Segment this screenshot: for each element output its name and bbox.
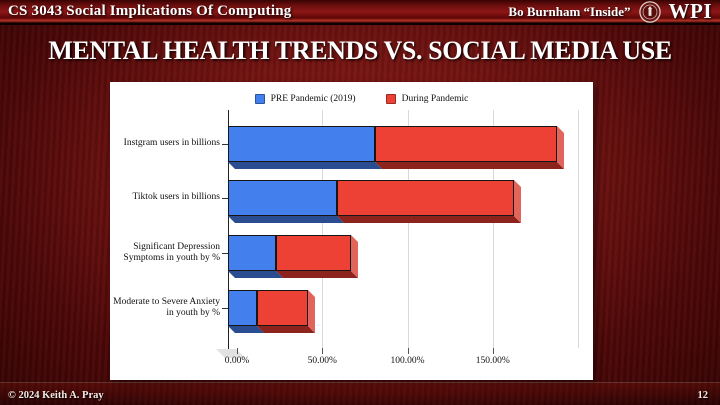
header-bar: CS 3043 Social Implications Of Computing… — [0, 0, 720, 25]
chart-panel: PRE Pandemic (2019) During Pandemic 0.00… — [110, 82, 593, 380]
slide-title: MENTAL HEALTH TRENDS VS. SOCIAL MEDIA US… — [48, 36, 672, 65]
bar-3d-side-during — [308, 290, 316, 333]
bar-segment-during-pandemic — [275, 235, 351, 271]
legend-swatch-red — [385, 94, 396, 104]
gridline — [492, 110, 494, 348]
y-axis-tick — [222, 198, 228, 199]
bar-segment-during-pandemic — [337, 180, 515, 216]
x-axis-tick-label: 150.00% — [475, 356, 510, 366]
bar-segment-pre-pandemic — [228, 180, 338, 216]
bar-segment-pre-pandemic — [228, 235, 276, 271]
plot-area: 0.00% 50.00% 100.00% 150.00% Instgram users … — [110, 82, 593, 380]
header-right-group: Bo Burnham “Inside” WPI — [508, 0, 712, 24]
wpi-logo-text: WPI — [668, 0, 712, 23]
x-axis-tick-label: 100.00% — [390, 356, 425, 366]
copyright-text: © 2024 Keith A. Pray — [8, 390, 104, 401]
legend-label-during-pandemic: During Pandemic — [401, 94, 469, 104]
legend-label-pre-pandemic: PRE Pandemic (2019) — [270, 94, 356, 104]
bar-3d-bottom-pre — [228, 216, 345, 223]
category-label: Tiktok users in billions — [132, 192, 220, 203]
chart-legend: PRE Pandemic (2019) During Pandemic — [120, 94, 603, 104]
x-axis-tick — [322, 348, 324, 354]
y-axis-line — [228, 110, 229, 354]
category-label: Instgram users in billions — [123, 138, 220, 149]
bar-3d-bottom-during — [374, 162, 565, 169]
x-axis-tick — [407, 348, 409, 354]
legend-swatch-blue — [254, 94, 265, 104]
bar-3d-side-during — [514, 180, 522, 223]
y-axis-tick — [222, 308, 228, 309]
bar-3d-side-during — [350, 235, 358, 278]
category-label: Significant Depression Symptoms in youth… — [123, 241, 220, 263]
footer-bar: © 2024 Keith A. Pray 12 — [0, 382, 720, 405]
x-axis-tick-label: 0.00% — [224, 356, 250, 366]
gridline — [322, 110, 324, 348]
wpi-seal-icon — [638, 0, 661, 23]
bar-segment-pre-pandemic — [228, 126, 375, 162]
y-axis-tick — [222, 144, 228, 145]
lecture-topic: Bo Burnham “Inside” — [508, 3, 631, 19]
bar-3d-bottom-during — [275, 271, 358, 278]
page-number: 12 — [697, 390, 709, 401]
bar-3d-bottom-pre — [228, 162, 382, 169]
legend-item-pre-pandemic: PRE Pandemic (2019) — [254, 94, 356, 104]
bar-3d-bottom-pre — [228, 271, 283, 278]
gridline — [578, 110, 579, 348]
bar-3d-side-during — [557, 126, 565, 169]
legend-item-during-pandemic: During Pandemic — [385, 94, 469, 104]
y-axis-tick — [222, 253, 228, 254]
course-title: CS 3043 Social Implications Of Computing — [8, 3, 292, 19]
x-axis-tick-label: 50.00% — [307, 356, 337, 366]
bar-segment-pre-pandemic — [228, 290, 257, 326]
x-axis-tick — [492, 348, 494, 354]
bar-3d-bottom-during — [256, 326, 316, 333]
bar-segment-during-pandemic — [256, 290, 309, 326]
category-label: Moderate to Severe Anxiety in youth by % — [113, 296, 220, 318]
gridline — [407, 110, 409, 348]
bar-3d-bottom-during — [337, 216, 522, 223]
bar-segment-during-pandemic — [374, 126, 558, 162]
x-axis-tick — [237, 348, 238, 354]
